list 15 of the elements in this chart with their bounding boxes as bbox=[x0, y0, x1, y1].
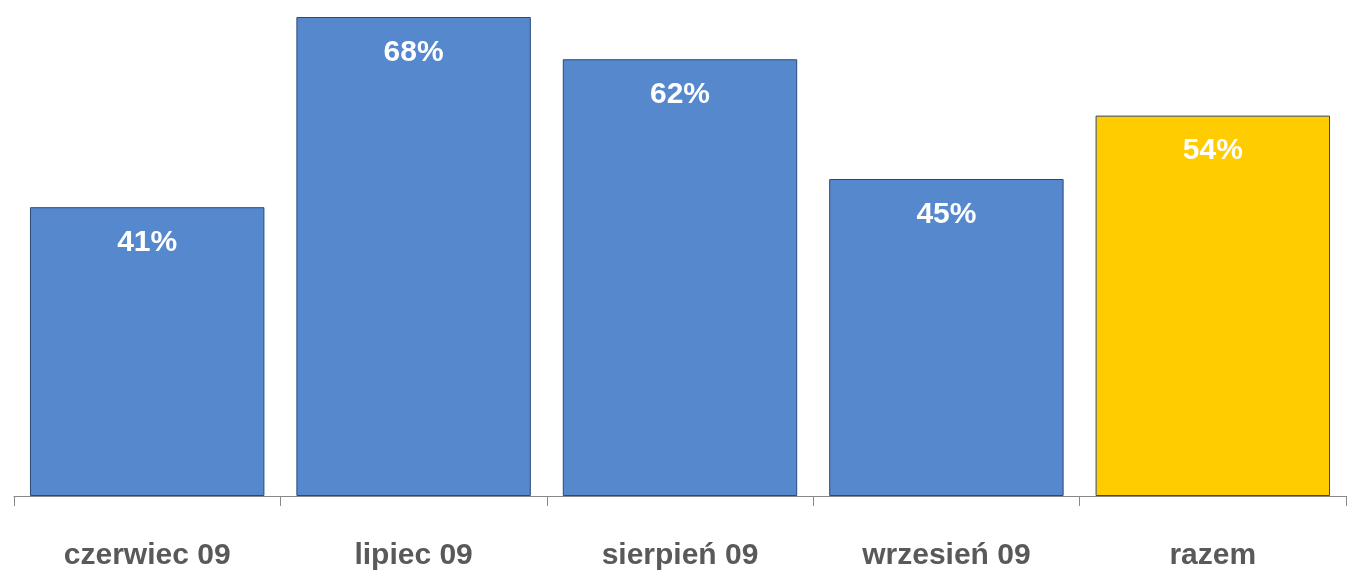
bar bbox=[29, 207, 265, 496]
bar bbox=[562, 59, 798, 496]
bar bbox=[296, 17, 531, 496]
x-tick-label: lipiec 09 bbox=[354, 536, 473, 570]
data-label: 41% bbox=[117, 223, 178, 257]
x-tick-label: sierpień 09 bbox=[601, 536, 759, 570]
data-label: 54% bbox=[1182, 132, 1243, 166]
bar bbox=[829, 179, 1064, 496]
data-label: 62% bbox=[649, 75, 711, 109]
x-tick-label: razem bbox=[1169, 536, 1257, 570]
data-label: 45% bbox=[916, 195, 977, 229]
data-label: 68% bbox=[383, 33, 444, 67]
x-tick-label: wrzesień 09 bbox=[861, 536, 1031, 570]
bar bbox=[1095, 115, 1331, 496]
x-tick-label: czerwiec 09 bbox=[63, 536, 231, 570]
